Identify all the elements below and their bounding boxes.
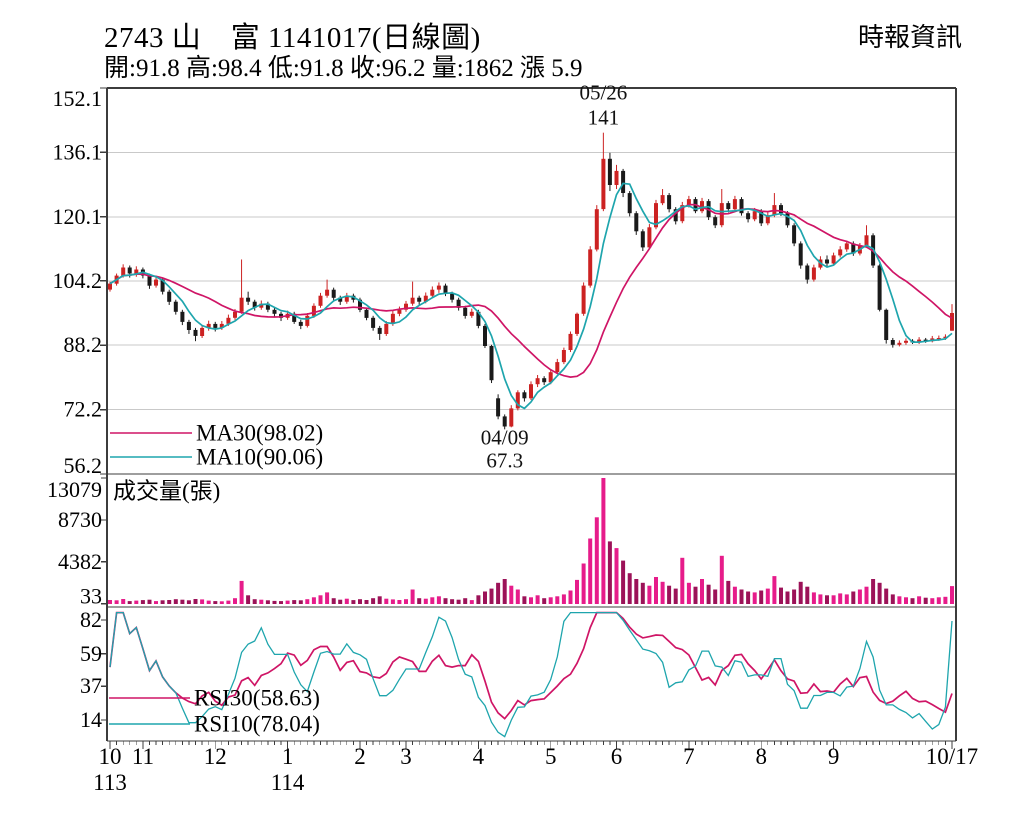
svg-text:1: 1 bbox=[282, 744, 294, 769]
svg-text:56.2: 56.2 bbox=[64, 453, 103, 478]
svg-text:6: 6 bbox=[611, 744, 623, 769]
svg-text:14: 14 bbox=[80, 707, 102, 732]
svg-text:11: 11 bbox=[132, 744, 154, 769]
svg-text:37: 37 bbox=[80, 673, 102, 698]
svg-text:33: 33 bbox=[80, 584, 102, 609]
svg-text:3: 3 bbox=[400, 744, 412, 769]
volume-panel-label: 成交量(張) bbox=[113, 478, 221, 504]
chart-title: 2743 山 富 1141017(日線圖) bbox=[104, 22, 481, 54]
trough-value-annotation: 67.3 bbox=[486, 448, 524, 473]
svg-text:72.2: 72.2 bbox=[64, 397, 103, 422]
svg-text:7: 7 bbox=[683, 744, 695, 769]
svg-text:13079: 13079 bbox=[47, 477, 102, 502]
trough-date-annotation: 04/09 bbox=[480, 425, 529, 450]
rsi30-legend-label: RSI30(58.63) bbox=[194, 685, 320, 711]
svg-text:4: 4 bbox=[473, 744, 485, 769]
svg-text:10: 10 bbox=[99, 744, 122, 769]
svg-text:136.1: 136.1 bbox=[53, 139, 103, 164]
ohlc-summary: 開:91.8 高:98.4 低:91.8 收:96.2 量:1862 漲 5.9 bbox=[104, 55, 583, 82]
svg-text:88.2: 88.2 bbox=[64, 332, 103, 357]
svg-text:114: 114 bbox=[271, 770, 305, 795]
svg-text:2: 2 bbox=[354, 744, 366, 769]
svg-text:59: 59 bbox=[80, 641, 102, 666]
svg-text:104.2: 104.2 bbox=[53, 268, 103, 293]
ma30-legend-label: MA30(98.02) bbox=[196, 420, 324, 446]
peak-value-annotation: 141 bbox=[587, 105, 620, 130]
svg-text:8: 8 bbox=[755, 744, 767, 769]
svg-text:113: 113 bbox=[93, 770, 127, 795]
svg-text:120.1: 120.1 bbox=[53, 204, 103, 229]
svg-text:9: 9 bbox=[828, 744, 840, 769]
peak-date-annotation: 05/26 bbox=[579, 80, 628, 105]
svg-text:10/17: 10/17 bbox=[926, 744, 978, 769]
svg-text:5: 5 bbox=[545, 744, 557, 769]
brand-label: 時報資訊 bbox=[857, 23, 962, 52]
rsi10-legend-label: RSI10(78.04) bbox=[194, 711, 320, 737]
svg-text:152.1: 152.1 bbox=[53, 86, 103, 111]
ma10-legend-label: MA10(90.06) bbox=[196, 444, 324, 470]
svg-text:8730: 8730 bbox=[58, 507, 102, 532]
svg-text:4382: 4382 bbox=[58, 549, 102, 574]
svg-text:12: 12 bbox=[204, 744, 227, 769]
svg-text:82: 82 bbox=[80, 607, 102, 632]
